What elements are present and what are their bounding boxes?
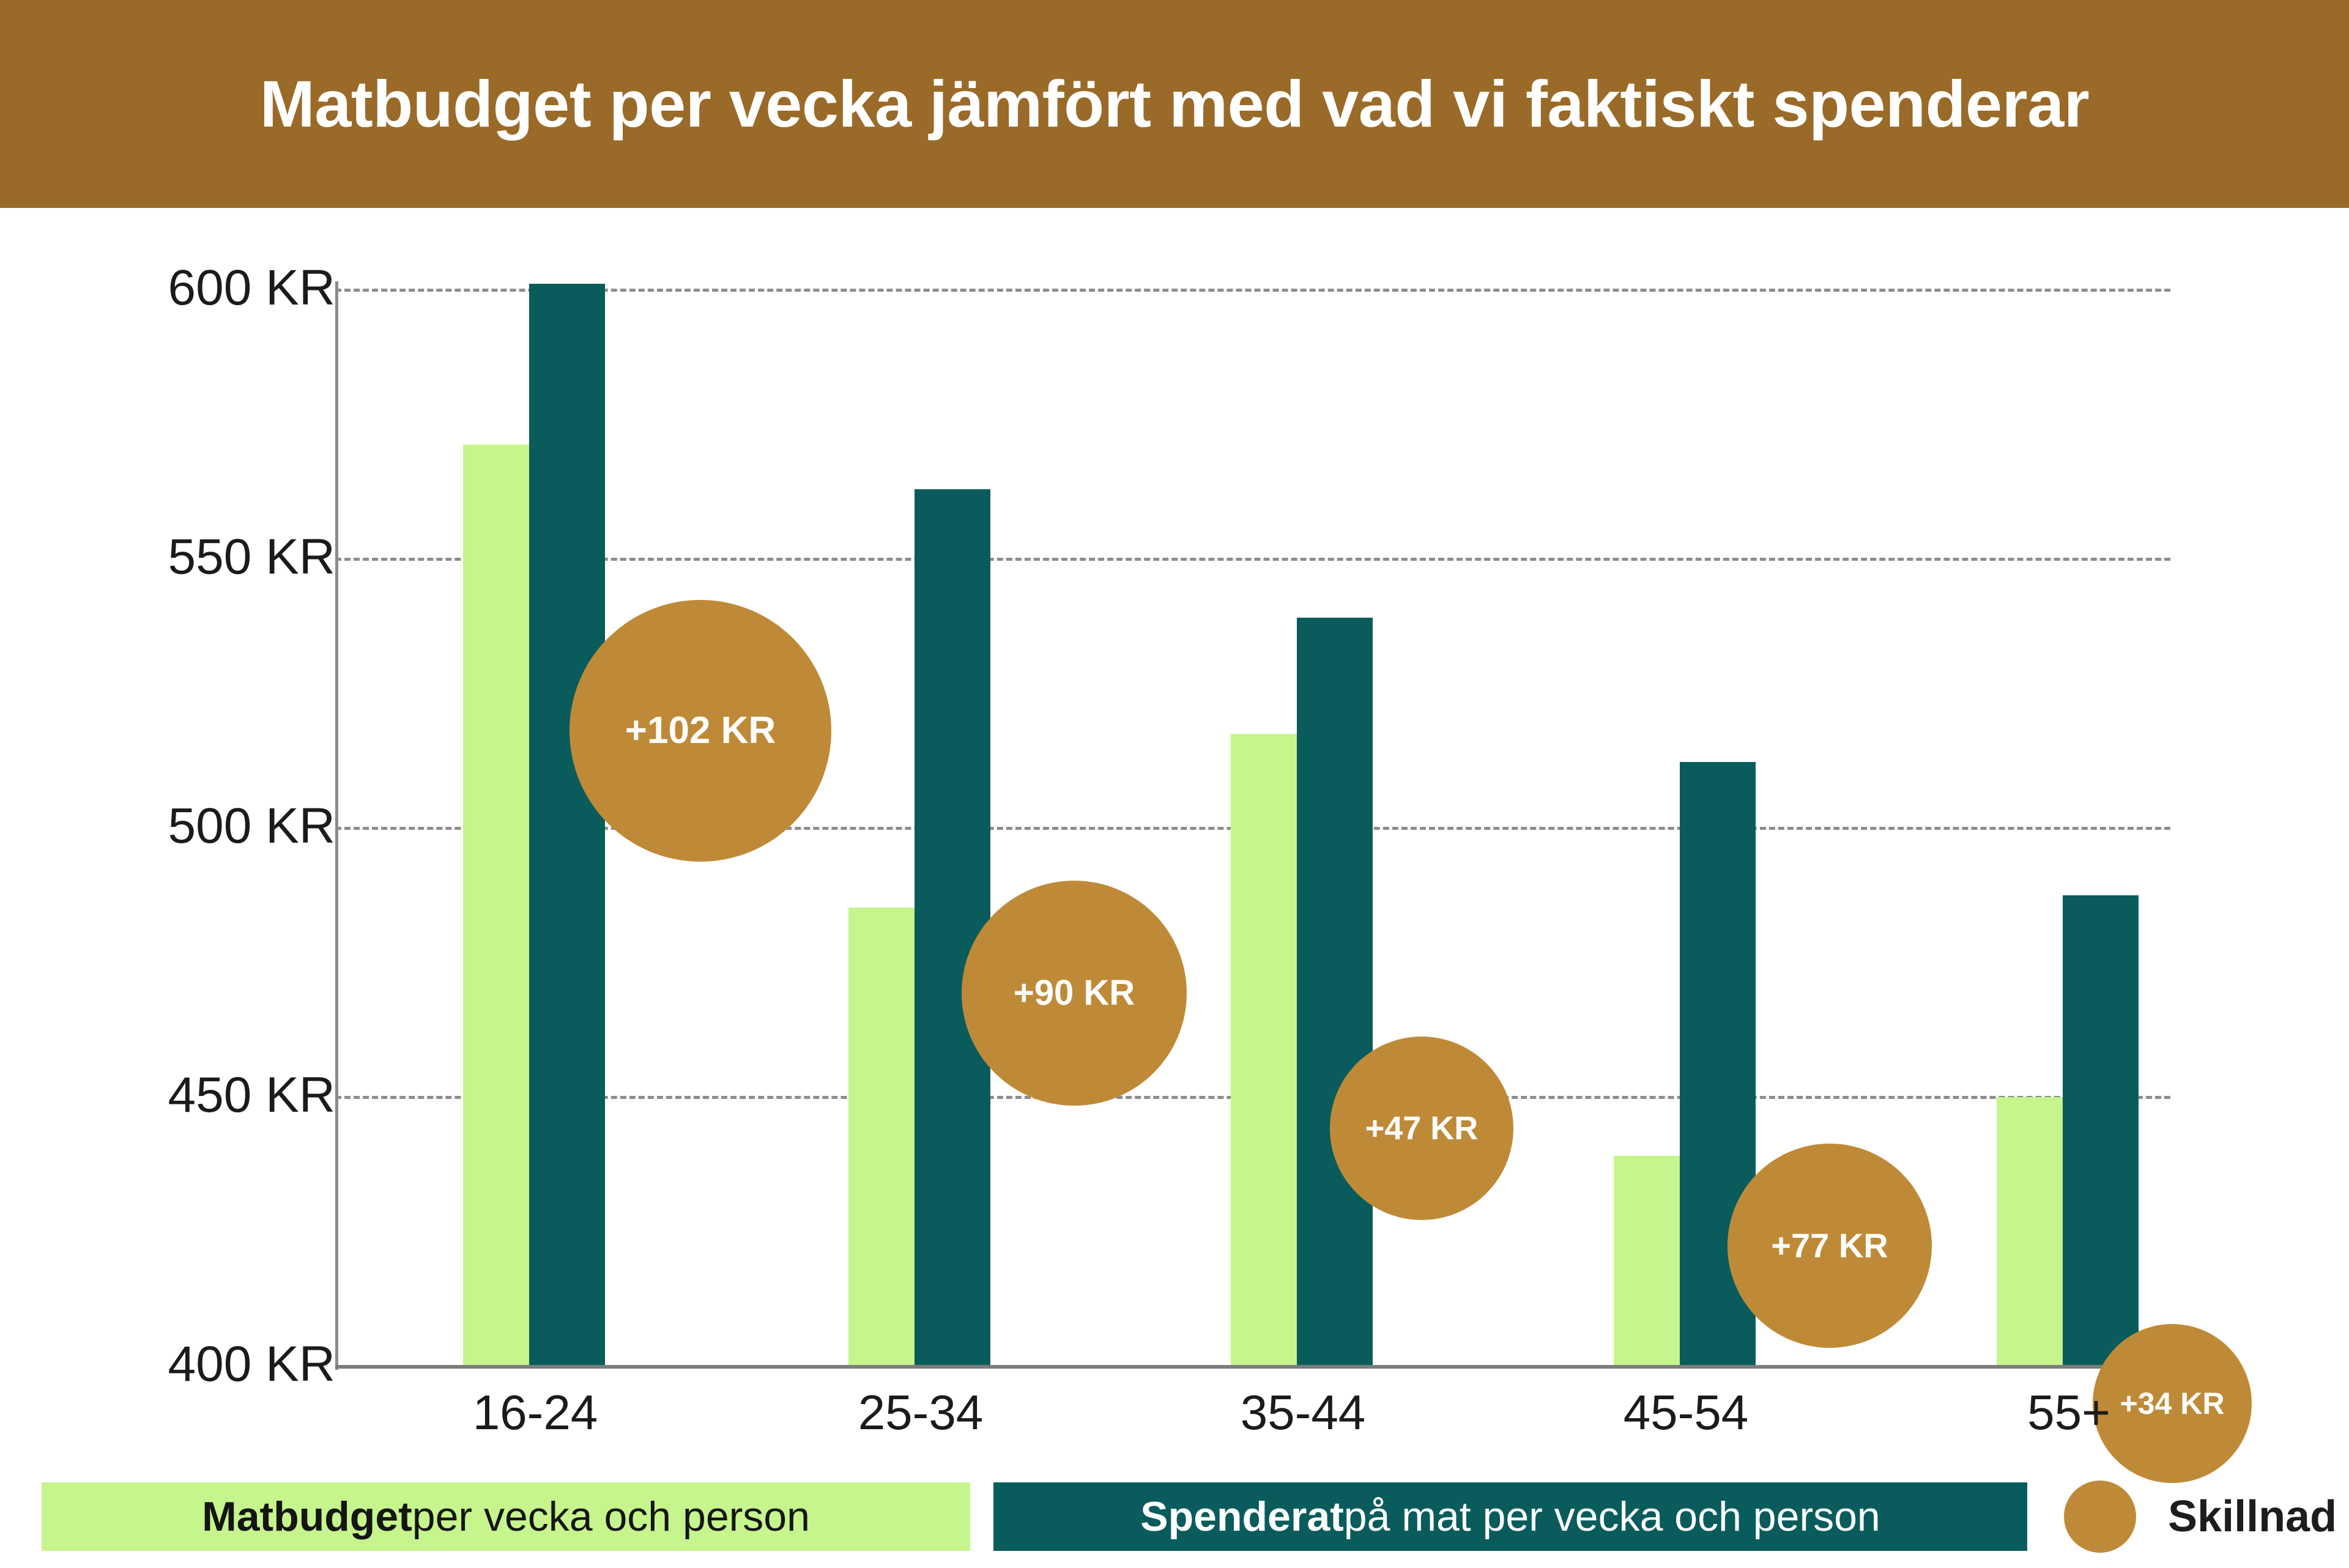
difference-bubble[interactable]: +77 KR	[1727, 1144, 1932, 1348]
legend-item-budget[interactable]: Matbudget per vecka och person	[42, 1482, 970, 1551]
page-title: Matbudget per vecka jämfört med vad vi f…	[259, 67, 2090, 141]
header-band: Matbudget per vecka jämfört med vad vi f…	[0, 0, 2349, 208]
difference-bubble-label: +34 KR	[2120, 1386, 2225, 1421]
legend-budget-rest: per vecka och person	[412, 1493, 810, 1540]
x-axis-tick-label: 55+	[2027, 1385, 2110, 1440]
bar-budget-45-54[interactable]	[1614, 1156, 1680, 1365]
x-axis-tick-label: 16-24	[472, 1385, 598, 1440]
difference-bubble-label: +77 KR	[1771, 1226, 1888, 1265]
legend-budget-strong: Matbudget	[202, 1493, 412, 1540]
legend-spent-strong: Spenderat	[1140, 1493, 1344, 1540]
legend-spent-rest: på mat per vecka och person	[1343, 1493, 1880, 1540]
difference-bubble-label: +102 KR	[625, 709, 776, 752]
x-axis-tick-label: 45-54	[1623, 1385, 1749, 1440]
x-axis-tick-label: 25-34	[858, 1385, 984, 1440]
difference-bubble[interactable]: +102 KR	[570, 600, 831, 862]
legend-item-spent[interactable]: Spenderat på mat per vecka och person	[993, 1482, 2027, 1551]
difference-dot-icon	[2064, 1481, 2136, 1553]
plot-area: 600 KR 550 KR 500 KR 450 KR 400 KR +102 KR +9…	[0, 208, 2349, 1568]
difference-bubble[interactable]: +47 KR	[1330, 1037, 1513, 1220]
legend-difference-label: Skillnad	[2168, 1492, 2337, 1541]
y-axis-tick-label: 450 KR	[168, 1067, 335, 1123]
difference-bubble-label: +90 KR	[1013, 973, 1135, 1013]
x-axis-tick-label: 35-44	[1240, 1385, 1366, 1440]
legend-item-difference[interactable]: Skillnad	[2064, 1481, 2337, 1553]
y-axis-tick-label: 500 KR	[168, 798, 335, 854]
bar-budget-35-44[interactable]	[1231, 734, 1297, 1365]
bar-spent-35-44[interactable]	[1297, 618, 1373, 1365]
bar-budget-16-24[interactable]	[463, 445, 529, 1365]
bar-budget-25-34[interactable]	[848, 908, 915, 1365]
y-axis-tick-label: 550 KR	[168, 529, 335, 585]
bar-spent-55+[interactable]	[2063, 895, 2139, 1365]
y-axis-tick-label: 600 KR	[168, 260, 335, 316]
difference-bubble-label: +47 KR	[1365, 1110, 1479, 1147]
gridline	[335, 558, 2170, 561]
difference-bubble[interactable]: +34 KR	[2093, 1324, 2252, 1483]
bar-spent-16-24[interactable]	[529, 284, 605, 1365]
difference-bubble[interactable]: +90 KR	[962, 881, 1187, 1106]
y-axis-tick-label: 400 KR	[168, 1336, 335, 1392]
x-axis-line	[335, 1365, 2170, 1369]
bar-budget-55+[interactable]	[1997, 1097, 2063, 1365]
y-axis-line	[335, 281, 338, 1370]
bar-spent-25-34[interactable]	[915, 489, 990, 1365]
gridline	[335, 289, 2170, 292]
bars-group	[0, 208, 2349, 1568]
legend: Matbudget per vecka och person Spenderat…	[0, 1465, 2349, 1568]
